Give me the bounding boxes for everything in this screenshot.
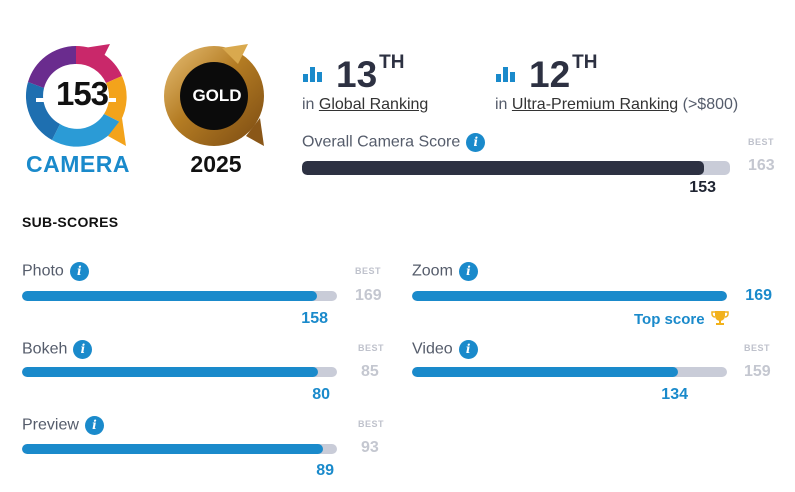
preview-title: Preview i bbox=[22, 416, 104, 435]
overall-score-bar bbox=[302, 161, 730, 175]
global-ranking-caption: in Global Ranking bbox=[302, 96, 429, 113]
bokeh-score-bar bbox=[22, 367, 337, 377]
info-icon[interactable]: i bbox=[458, 262, 478, 281]
info-icon[interactable]: i bbox=[73, 340, 93, 359]
ultra-premium-ranking-caption: in Ultra-Premium Ranking (>$800) bbox=[495, 96, 739, 113]
top-score-label: Top score bbox=[634, 310, 729, 328]
preview-score-bar bbox=[22, 444, 337, 454]
video-title: Video i bbox=[412, 340, 478, 359]
award-year: 2025 bbox=[190, 151, 242, 177]
info-icon[interactable]: i bbox=[466, 133, 486, 152]
trophy-icon bbox=[711, 311, 729, 325]
video-score-bar bbox=[412, 367, 727, 377]
ultra-premium-rank-value: 12 TH bbox=[529, 52, 598, 95]
photo-title: Photo i bbox=[22, 262, 89, 281]
gold-award-label: GOLD bbox=[192, 86, 242, 105]
preview-best-label: BEST bbox=[358, 419, 385, 429]
video-score-fill bbox=[412, 367, 678, 377]
photo-score-value: 158 bbox=[301, 310, 328, 327]
ranking-bars-icon bbox=[303, 66, 325, 82]
overall-best-label: BEST bbox=[748, 137, 775, 147]
photo-score-bar bbox=[22, 291, 337, 301]
video-best-label: BEST bbox=[744, 343, 771, 353]
bokeh-score-value: 80 bbox=[312, 386, 330, 403]
sub-scores-title: SUB-SCORES bbox=[22, 214, 119, 230]
zoom-score-value: 169 bbox=[745, 287, 772, 304]
ultra-premium-ranking-link[interactable]: Ultra-Premium Ranking bbox=[511, 96, 679, 113]
info-icon[interactable]: i bbox=[69, 262, 89, 281]
preview-best-value: 93 bbox=[361, 439, 379, 456]
overall-best-value: 163 bbox=[748, 157, 775, 174]
video-score-value: 134 bbox=[661, 386, 688, 403]
price-range: (>$800) bbox=[682, 96, 739, 113]
photo-best-label: BEST bbox=[355, 266, 382, 276]
bokeh-best-value: 85 bbox=[361, 363, 379, 380]
zoom-title: Zoom i bbox=[412, 262, 478, 281]
preview-score-value: 89 bbox=[316, 462, 334, 479]
overall-score-fill bbox=[302, 161, 704, 175]
ultra-premium-rank-suffix: TH bbox=[572, 52, 598, 73]
photo-score-fill bbox=[22, 291, 317, 301]
video-best-value: 159 bbox=[744, 363, 771, 380]
global-ranking-link[interactable]: Global Ranking bbox=[318, 96, 429, 113]
info-icon[interactable]: i bbox=[458, 340, 478, 359]
preview-score-fill bbox=[22, 444, 324, 454]
overall-score-value: 153 bbox=[689, 179, 716, 196]
ranking-bars-icon bbox=[496, 66, 518, 82]
bokeh-title: Bokeh i bbox=[22, 340, 93, 359]
camera-label: CAMERA bbox=[26, 151, 130, 177]
zoom-score-bar bbox=[412, 291, 727, 301]
camera-score-badge bbox=[25, 44, 127, 147]
gold-award-badge bbox=[164, 44, 264, 146]
camera-score-value: 153 bbox=[55, 75, 109, 112]
zoom-score-fill bbox=[412, 291, 727, 301]
bokeh-best-label: BEST bbox=[358, 343, 385, 353]
bokeh-score-fill bbox=[22, 367, 319, 377]
global-rank-value: 13 TH bbox=[336, 52, 405, 95]
global-rank-suffix: TH bbox=[379, 52, 405, 73]
overall-score-title: Overall Camera Score i bbox=[302, 133, 486, 152]
photo-best-value: 169 bbox=[355, 287, 382, 304]
info-icon[interactable]: i bbox=[84, 416, 104, 435]
